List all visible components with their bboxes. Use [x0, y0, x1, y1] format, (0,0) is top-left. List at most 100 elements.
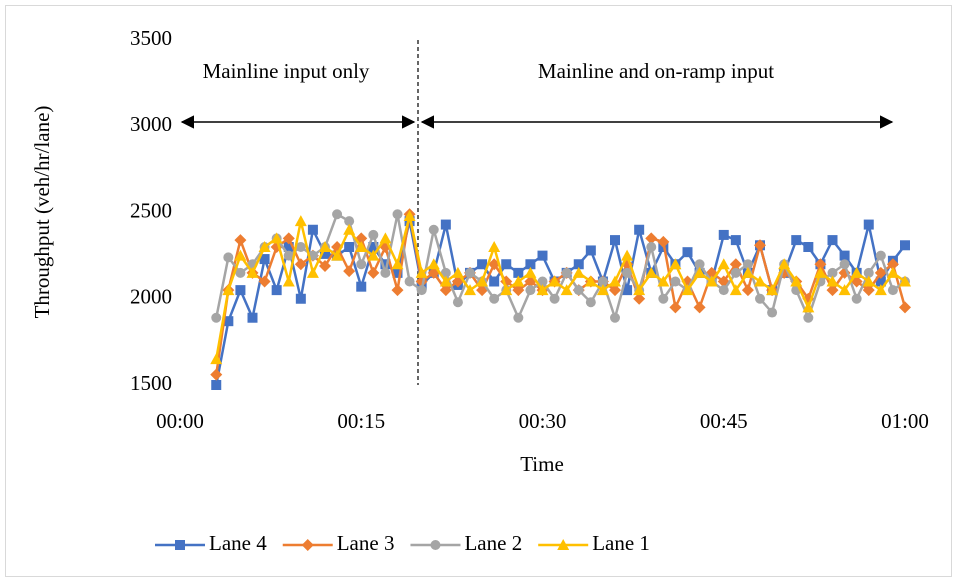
x-axis-label: Time	[520, 452, 564, 476]
y-tick-label: 2500	[130, 198, 172, 222]
x-tick-label: 00:30	[519, 409, 567, 433]
marker	[851, 293, 862, 304]
marker	[557, 539, 570, 550]
marker	[306, 266, 319, 278]
marker	[403, 209, 416, 221]
marker	[211, 312, 222, 323]
marker	[839, 250, 850, 261]
marker	[512, 284, 525, 297]
y-tick-label: 2000	[130, 285, 172, 309]
marker	[633, 284, 646, 296]
marker	[512, 275, 525, 287]
marker	[741, 284, 754, 297]
marker	[259, 254, 270, 265]
marker	[356, 259, 367, 270]
marker	[850, 266, 863, 278]
marker	[294, 215, 307, 227]
marker	[609, 284, 621, 297]
marker	[755, 293, 765, 304]
marker	[210, 368, 223, 381]
marker	[427, 258, 440, 270]
marker	[430, 540, 441, 550]
marker	[826, 284, 839, 297]
marker	[874, 266, 887, 279]
marker	[283, 250, 294, 261]
marker	[658, 293, 669, 304]
marker	[210, 353, 223, 365]
marker	[246, 266, 259, 278]
marker	[790, 275, 803, 287]
marker	[585, 297, 596, 308]
marker	[741, 266, 754, 278]
marker	[428, 224, 439, 235]
marker	[645, 266, 658, 278]
marker	[355, 241, 368, 252]
legend-label: Lane 4	[209, 531, 267, 555]
marker	[754, 239, 766, 252]
marker	[717, 258, 730, 270]
legend-label: Lane 3	[337, 531, 395, 555]
marker	[500, 284, 513, 296]
marker	[729, 284, 742, 296]
legend-item: Lane 4	[155, 531, 267, 555]
marker	[235, 267, 246, 278]
series	[211, 209, 910, 323]
marker	[513, 312, 524, 323]
legend-label: Lane 1	[592, 531, 650, 555]
marker	[270, 232, 283, 244]
marker	[573, 259, 584, 270]
marker	[440, 267, 451, 278]
marker	[718, 285, 729, 296]
series	[210, 209, 911, 365]
marker	[886, 258, 899, 271]
marker	[319, 259, 331, 272]
marker	[730, 235, 741, 246]
marker	[900, 240, 910, 251]
marker	[548, 275, 561, 287]
marker	[513, 267, 524, 278]
marker	[705, 275, 718, 287]
marker	[693, 301, 706, 314]
marker	[235, 285, 246, 296]
marker	[283, 242, 294, 252]
marker	[826, 275, 839, 287]
marker	[899, 301, 911, 314]
marker	[391, 284, 404, 297]
marker	[899, 275, 911, 287]
marker	[258, 275, 271, 288]
marker	[874, 284, 887, 296]
x-tick-label: 01:00	[881, 409, 929, 433]
marker	[791, 235, 802, 246]
marker	[778, 258, 791, 270]
marker	[622, 267, 633, 278]
marker	[271, 285, 282, 296]
marker	[838, 284, 851, 296]
annotation: Mainline and on-ramp input	[538, 59, 774, 83]
y-tick-label: 1500	[130, 371, 172, 395]
marker	[380, 259, 391, 270]
marker	[525, 285, 536, 296]
marker	[489, 293, 500, 304]
marker	[211, 380, 222, 390]
marker	[814, 266, 827, 278]
marker	[223, 252, 234, 263]
marker	[343, 265, 356, 278]
marker	[693, 266, 706, 278]
marker	[222, 284, 235, 296]
marker	[634, 224, 645, 235]
x-tick-label: 00:15	[337, 409, 385, 433]
marker	[477, 259, 488, 270]
marker	[584, 275, 597, 287]
marker	[404, 276, 415, 287]
marker	[319, 241, 331, 252]
marker	[368, 229, 379, 240]
marker	[657, 275, 670, 287]
marker	[561, 267, 572, 278]
marker	[464, 284, 476, 296]
marker	[489, 276, 500, 287]
legend-item: Lane 2	[410, 531, 522, 555]
marker	[332, 209, 343, 220]
series-line	[215, 214, 906, 360]
marker	[307, 224, 318, 235]
